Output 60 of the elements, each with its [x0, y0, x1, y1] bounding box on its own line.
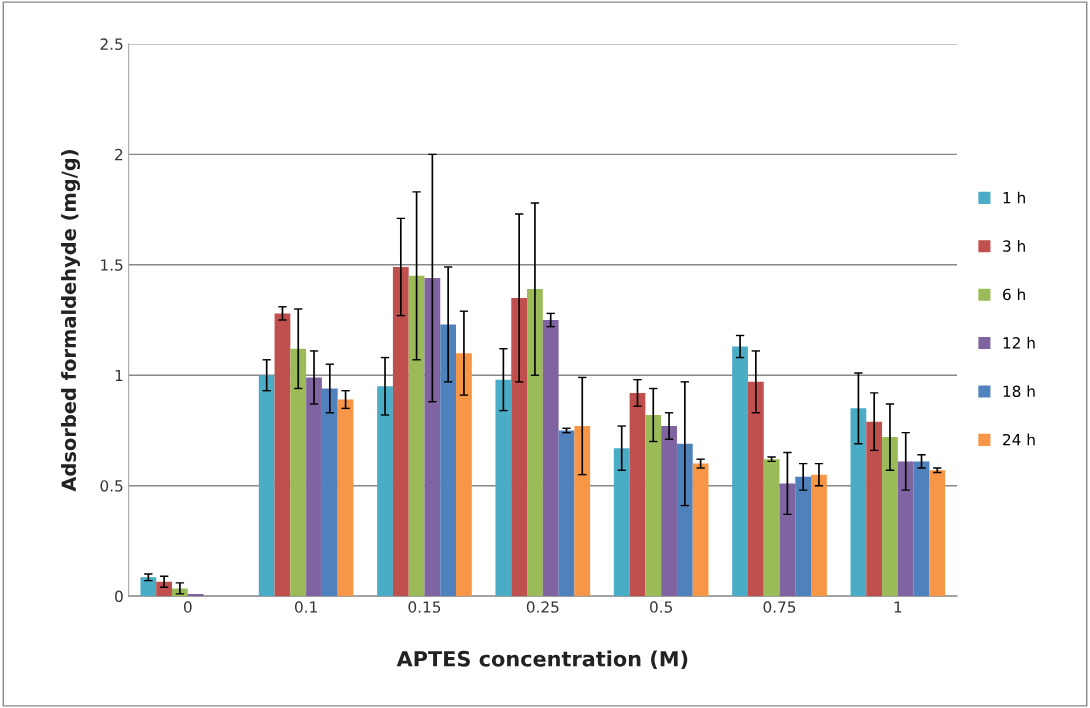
- bar: [377, 386, 393, 597]
- bar: [661, 426, 677, 597]
- bar: [440, 324, 457, 597]
- x-tick-label: 0: [183, 601, 192, 613]
- x-tick-label: 0.75: [763, 601, 796, 613]
- bar: [274, 313, 291, 597]
- bar: [676, 443, 693, 597]
- x-tick-label: 0.5: [650, 601, 672, 613]
- bar: [527, 289, 543, 597]
- y-axis-title: Adsorbed formaldehyde (mg/g): [61, 150, 81, 492]
- x-axis-title: APTES concentration (M): [396, 650, 688, 670]
- legend-label: 24 h: [1003, 433, 1035, 446]
- legend-label: 18 h: [1003, 385, 1035, 398]
- legend-label: 3 h: [1003, 240, 1025, 252]
- bar: [692, 463, 709, 597]
- bar: [850, 408, 867, 597]
- legend-label: 6 h: [1003, 288, 1025, 301]
- bar: [882, 437, 898, 597]
- bar: [629, 392, 646, 597]
- bar: [511, 297, 528, 597]
- bar: [542, 320, 559, 597]
- bar: [866, 421, 883, 597]
- bar: [811, 474, 827, 597]
- x-tick-label: 0.25: [526, 601, 559, 613]
- bar: [424, 278, 441, 597]
- bar: [187, 593, 204, 597]
- bar: [337, 399, 354, 597]
- y-tick-label: 0: [115, 590, 123, 603]
- bar: [306, 377, 322, 597]
- legend-label: 1 h: [1003, 191, 1025, 204]
- bar: [408, 275, 425, 597]
- bar: [456, 353, 472, 597]
- bar: [929, 470, 946, 597]
- bar: [495, 379, 512, 597]
- y-tick-label: 0.5: [100, 480, 123, 492]
- legend-label: 12 h: [1003, 336, 1035, 349]
- bar: [140, 577, 157, 597]
- bar: [897, 461, 914, 597]
- bar: [290, 348, 307, 597]
- x-tick-label: 1: [894, 601, 902, 613]
- y-tick-label: 1.5: [101, 259, 123, 271]
- bar: [156, 581, 173, 597]
- y-tick-label: 1: [115, 369, 123, 382]
- bar: [732, 346, 748, 597]
- x-tick-label: 0.15: [408, 601, 441, 613]
- bar: [747, 381, 764, 597]
- bar: [558, 430, 575, 597]
- bar: [763, 459, 780, 597]
- bar: [913, 461, 930, 597]
- bar: [795, 476, 812, 597]
- bar: [258, 375, 275, 597]
- y-tick-label: 2: [115, 148, 123, 161]
- bar: [574, 426, 591, 597]
- y-tick-label: 2.5: [100, 38, 123, 50]
- bar: [321, 388, 338, 597]
- bar: [392, 267, 409, 597]
- bar: [613, 448, 630, 597]
- x-tick-label: 0.1: [294, 601, 317, 613]
- bar: [779, 483, 796, 597]
- bar: [645, 415, 662, 597]
